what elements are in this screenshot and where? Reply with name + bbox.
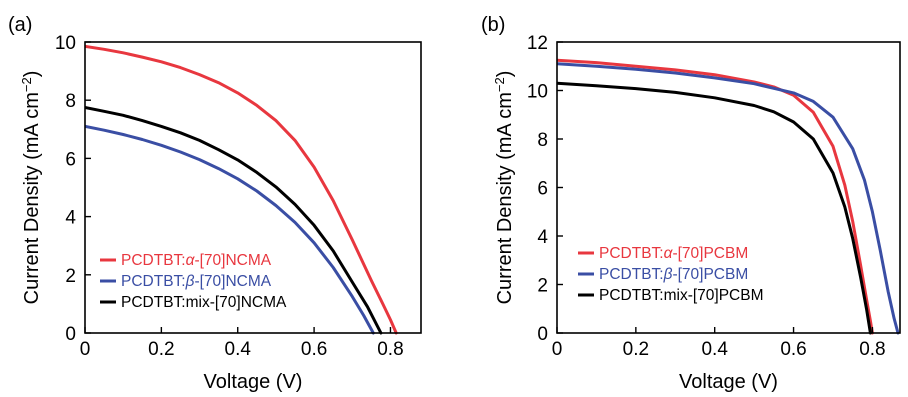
series-line-black (557, 81, 872, 335)
y-tick-label: 8 (537, 130, 548, 151)
series-group (85, 44, 398, 335)
y-tick-label: 2 (65, 266, 76, 287)
y-tick-label: 4 (65, 208, 76, 229)
series-line-blue (557, 62, 900, 335)
series-line-red (85, 44, 398, 335)
x-tick-label: 0.4 (701, 339, 728, 360)
x-tick-label: 0.8 (377, 339, 403, 360)
legend: PCDTBT:α-[70]PCBM PCDTBT:β-[70]PCBM PCDTBT… (578, 245, 764, 304)
y-axis-label: Current Density (mA cm−2) (19, 71, 44, 305)
y-tick-label: 2 (537, 276, 548, 297)
legend-entry-red: PCDTBT:α-[70]NCMA (121, 252, 272, 269)
series-line-black (85, 106, 383, 335)
x-axis-label: Voltage (V) (679, 371, 778, 392)
x-axis-label: Voltage (V) (204, 371, 303, 392)
x-tick-label: 0.6 (780, 339, 806, 360)
legend-entry-blue: PCDTBT:β-[70]NCMA (121, 273, 272, 290)
legend-entry-red: PCDTBT:α-[70]PCBM (599, 245, 748, 262)
y-tick-label: 0 (65, 324, 76, 345)
plot-frame (84, 41, 422, 334)
x-tick-label: 0.8 (859, 339, 885, 360)
x-tick-label: 0.6 (301, 339, 327, 360)
y-tick-label: 12 (527, 33, 548, 54)
legend-entry-blue: PCDTBT:β-[70]PCBM (599, 266, 748, 283)
legend-entry-black: PCDTBT:mix-[70]NCMA (121, 294, 287, 311)
x-tick-label: 0 (80, 339, 91, 360)
series-group (557, 58, 900, 335)
y-tick-label: 10 (527, 82, 548, 103)
y-tick-label: 0 (537, 324, 548, 345)
y-tick-label: 6 (65, 149, 76, 170)
legend: PCDTBT:α-[70]NCMA PCDTBT:β-[70]NCMA PCDTBT… (100, 252, 287, 311)
series-line-blue (85, 124, 375, 335)
y-tick-label: 10 (55, 33, 76, 54)
panel-label: (a) (8, 14, 32, 36)
y-tick-label: 6 (537, 179, 548, 200)
x-tick-label: 0 (552, 339, 563, 360)
series-line-red (557, 58, 874, 335)
x-tick-label: 0.2 (623, 339, 649, 360)
x-tick-label: 0.2 (148, 339, 174, 360)
y-tick-label: 8 (65, 91, 76, 112)
x-tick-label: 0.4 (225, 339, 252, 360)
chart-panel-b: (b) 0 0.2 0.4 0.6 0.8 0 2 4 6 8 10 12 Voltage (V) Curr… (481, 14, 901, 393)
legend-entry-black: PCDTBT:mix-[70]PCBM (599, 287, 764, 304)
y-axis-label: Current Density (mA cm−2) (492, 71, 517, 305)
y-tick-label: 4 (537, 227, 548, 248)
chart-panel-a: (a) 0 0.2 0.4 0.6 0.8 0 2 4 6 8 10 Voltage (V) Curren… (8, 14, 422, 393)
panel-label: (b) (481, 14, 505, 36)
